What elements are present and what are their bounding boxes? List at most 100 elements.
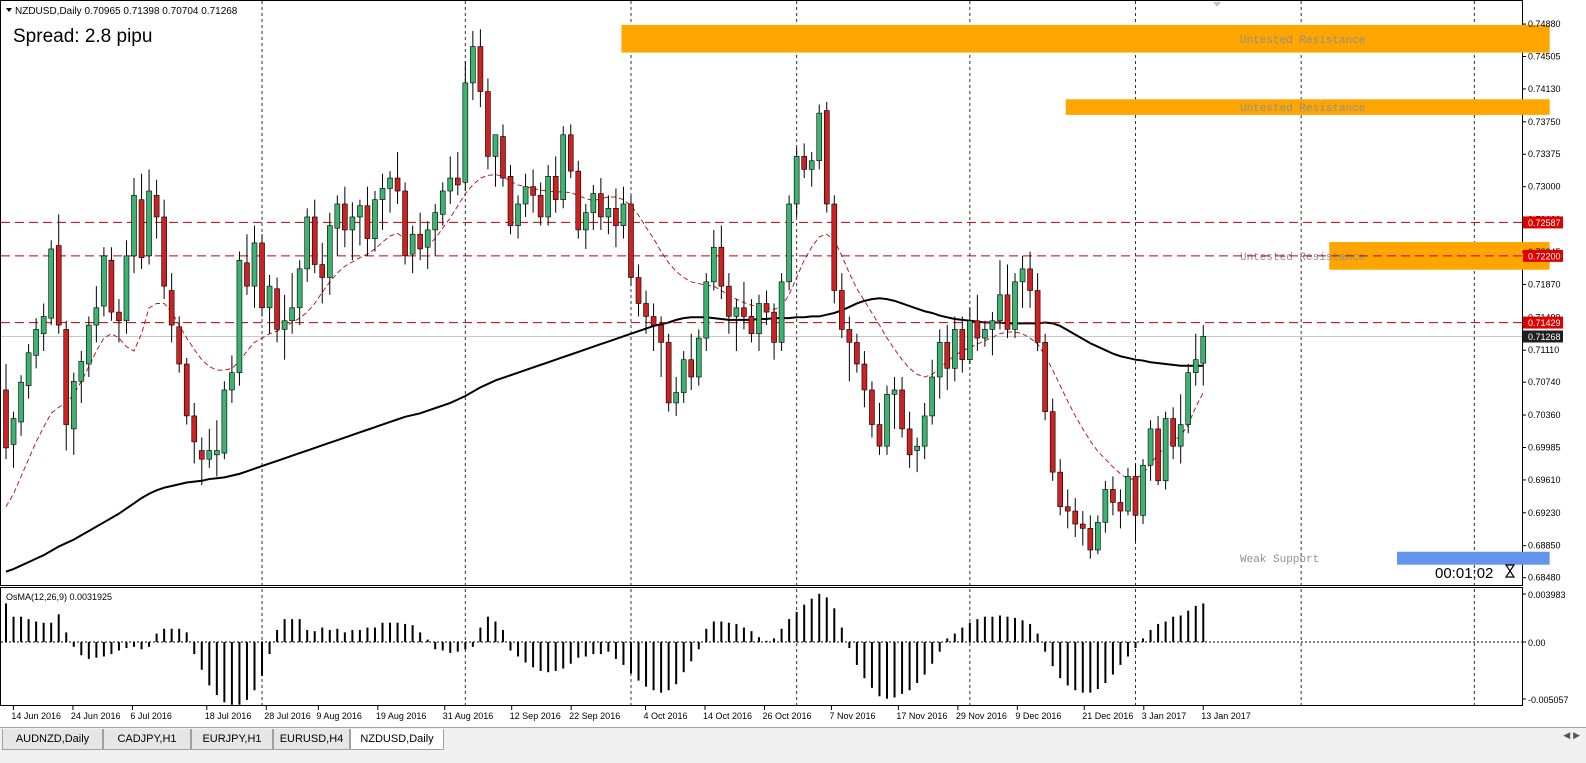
sr-zone (1065, 99, 1550, 115)
candle-bear (138, 199, 145, 258)
candle-bull (470, 46, 476, 84)
candle-bear (183, 363, 190, 417)
y-tick-label: 0.74880 (1528, 19, 1561, 29)
candle-bull (296, 268, 303, 309)
candle-bull (40, 316, 47, 335)
candle-bear (500, 136, 506, 179)
candle-bear (402, 190, 408, 257)
x-tick-label: 24 Jun 2016 (71, 711, 121, 721)
tab-eurusd[interactable]: EURUSD,H4 (273, 729, 350, 750)
current-price-tag (1523, 330, 1563, 343)
candle-bear (417, 233, 423, 250)
level-price-label: 0.71429 (1528, 318, 1561, 328)
candle-bull (620, 203, 627, 226)
candle-bull (289, 307, 295, 322)
candle-bear (635, 277, 642, 304)
dropdown-triangle-icon[interactable] (6, 8, 12, 12)
x-tick-label: 9 Aug 2016 (316, 711, 362, 721)
candle-bear (1155, 428, 1161, 482)
zone-label: Untested Resistance (1240, 35, 1365, 47)
candle-bear (718, 246, 725, 287)
zone-label: Untested Resistance (1240, 252, 1365, 264)
candle-bull (1185, 372, 1192, 425)
candle-bull (695, 337, 702, 378)
sr-zone (1397, 551, 1550, 565)
x-tick-label: 7 Nov 2016 (829, 711, 875, 721)
candle-bear (839, 290, 845, 330)
candle-bear (801, 156, 807, 170)
candle-bear (854, 342, 860, 365)
x-tick-label: 28 Jul 2016 (264, 711, 311, 721)
candle-bull (93, 307, 100, 326)
candles (3, 29, 1207, 559)
x-tick-label: 19 Aug 2016 (376, 711, 427, 721)
candle-bull (409, 233, 416, 255)
candle-bear (748, 316, 755, 335)
moving-average-slow (5, 297, 1204, 573)
moving-average-fast (5, 174, 1204, 507)
candle-bull (997, 294, 1003, 322)
symbol-tabs: AUDNZD,Daily CADJPY,H1 EURJPY,H1 EURUSD,… (0, 727, 1586, 763)
candle-bear (1064, 506, 1071, 512)
candle-bull (1192, 359, 1199, 373)
candle-bull (10, 418, 17, 445)
candle-bull (733, 307, 740, 317)
candle-bear (944, 342, 951, 369)
candle-bull (673, 392, 679, 404)
x-tick-label: 6 Jul 2016 (130, 711, 172, 721)
candle-bull (1019, 268, 1026, 283)
candle-bear (771, 311, 777, 343)
candle-bear (741, 307, 747, 317)
tab-scroll-arrows-icon[interactable]: ◀ ▶ (1563, 731, 1580, 741)
osma-histogram (1, 593, 1522, 705)
candle-bull (884, 393, 890, 447)
candle-bull (266, 285, 273, 309)
chart-canvas: Untested Resistance Untested Resistance Un… (0, 0, 1569, 721)
candle-bull (447, 177, 454, 192)
candle-bear (485, 91, 491, 157)
sr-zones: Untested Resistance Untested Resistance Un… (621, 24, 1550, 566)
candle-bull (86, 324, 92, 365)
y-tick-label: 0.71110 (1528, 345, 1559, 355)
y-tick-label: 0.73750 (1528, 117, 1561, 127)
candle-bull (1095, 522, 1101, 551)
candle-bull (48, 248, 54, 319)
y-tick-label: 0.68850 (1528, 541, 1561, 551)
tab-audnzd[interactable]: AUDNZD,Daily (2, 729, 103, 750)
y-tick-label: 0.68480 (1528, 573, 1561, 583)
candle-bear (1027, 268, 1033, 291)
x-tick-label: 31 Aug 2016 (443, 711, 494, 721)
candle-bull (545, 176, 551, 218)
candle-bear (319, 264, 326, 278)
candle-bear (613, 208, 619, 226)
candle-bull (808, 160, 815, 170)
candle-bull (929, 376, 935, 417)
candle-bull (778, 281, 785, 343)
candle-bull (1162, 418, 1169, 482)
ma-fast-line (5, 174, 1204, 507)
candle-bear (1034, 290, 1041, 343)
candle-bear (168, 290, 175, 326)
candle-bull (786, 203, 792, 283)
candle-bull (793, 156, 800, 205)
tab-nzdusd[interactable]: NZDUSD,Daily (350, 729, 444, 750)
candle-bull (101, 255, 107, 307)
candle-bear (1057, 471, 1063, 508)
candle-bear (628, 203, 634, 278)
candle-bear (507, 176, 514, 226)
candle-bear (63, 329, 70, 425)
tab-eurjpy[interactable]: EURJPY,H1 (191, 729, 273, 750)
candle-bear (899, 389, 905, 430)
candle-bear (537, 195, 544, 218)
x-tick-label: 3 Jan 2017 (1142, 711, 1187, 721)
candle-bull (221, 389, 228, 454)
candle-bear (394, 177, 401, 192)
candle-bear (259, 242, 265, 309)
candle-bear (311, 216, 318, 265)
candle-bear (831, 203, 838, 291)
price-axis: 0.74880 0.74505 0.74130 0.73750 0.73375 0.730… (1522, 19, 1569, 705)
tab-cadjpy[interactable]: CADJPY,H1 (103, 729, 191, 750)
candle-bear (823, 110, 830, 205)
x-tick-label: 14 Oct 2016 (703, 711, 752, 721)
candle-bear (176, 326, 182, 365)
